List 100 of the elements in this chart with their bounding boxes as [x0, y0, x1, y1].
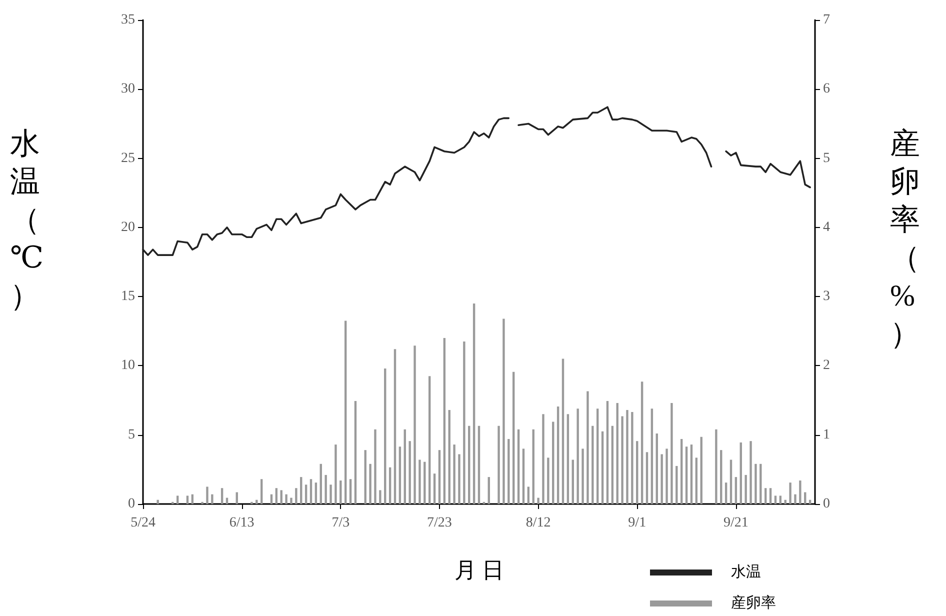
- bar: [408, 441, 411, 504]
- bar: [300, 477, 302, 504]
- bar: [542, 414, 544, 504]
- bar: [547, 458, 550, 504]
- bar: [176, 496, 179, 504]
- x-tick-label: 9/21: [723, 516, 748, 530]
- bar: [764, 488, 767, 504]
- bar: [734, 477, 738, 504]
- bar: [730, 460, 732, 504]
- bar: [394, 349, 396, 504]
- bar: [576, 408, 579, 504]
- bar: [404, 429, 406, 504]
- bar: [760, 464, 762, 504]
- bar: [314, 482, 318, 504]
- bar: [206, 486, 208, 504]
- bar: [340, 480, 342, 504]
- x-tick-label: 7/23: [427, 516, 452, 530]
- bar: [695, 458, 698, 504]
- bar: [428, 376, 431, 504]
- bar: [556, 406, 560, 504]
- x-tick-label: 9/1: [628, 516, 646, 530]
- bar: [236, 492, 238, 504]
- bar: [285, 494, 288, 504]
- legend-label: 産卵率: [731, 594, 776, 612]
- bar: [586, 391, 589, 504]
- bar: [354, 400, 357, 504]
- bar: [369, 464, 372, 504]
- bar: [552, 422, 554, 504]
- y2-tick-label: 2: [823, 358, 830, 374]
- bar: [636, 441, 638, 504]
- bar: [789, 482, 792, 504]
- bar: [433, 474, 436, 504]
- bar: [582, 448, 584, 504]
- bar: [156, 500, 159, 504]
- x-tick-label: 6/13: [229, 516, 254, 530]
- y-tick-label: 20: [121, 220, 135, 235]
- bar: [769, 488, 772, 504]
- x-tick-label: 8/12: [526, 516, 551, 530]
- bar: [621, 416, 624, 504]
- bar: [744, 474, 747, 504]
- bar: [720, 450, 722, 504]
- bar: [508, 439, 510, 504]
- bar: [596, 408, 599, 504]
- bar: [566, 414, 570, 504]
- bar: [295, 488, 298, 504]
- bar: [304, 484, 308, 504]
- y-tick-label: 35: [121, 12, 135, 28]
- y2-tick-label: 7: [823, 12, 830, 28]
- bar: [374, 429, 376, 504]
- bar: [211, 494, 214, 504]
- y2-axis-title: 産卵率（%）: [890, 128, 920, 350]
- bar: [522, 448, 525, 504]
- bar: [700, 436, 702, 504]
- bar: [774, 496, 777, 504]
- bar: [324, 474, 327, 504]
- y2-tick-label: 4: [823, 220, 830, 235]
- bar: [646, 452, 648, 504]
- bar: [572, 460, 574, 504]
- bar: [220, 488, 224, 504]
- bar: [364, 450, 366, 504]
- y2-tick-label: 6: [823, 82, 830, 97]
- bar: [640, 382, 644, 504]
- bar: [754, 464, 757, 504]
- bar: [650, 408, 654, 504]
- bar: [388, 467, 392, 504]
- bar: [601, 431, 604, 504]
- x-axis-title: 月 日: [454, 558, 504, 582]
- bar: [660, 454, 663, 504]
- bar: [676, 466, 678, 504]
- bar: [537, 498, 540, 504]
- bar: [532, 429, 534, 504]
- bar: [310, 479, 312, 504]
- bar: [512, 372, 515, 504]
- y2-tick-label: 1: [823, 427, 830, 442]
- bar: [379, 490, 382, 504]
- y-tick-label: 10: [121, 358, 135, 374]
- bar: [472, 303, 476, 504]
- bar: [448, 410, 450, 504]
- bar: [418, 460, 421, 504]
- bar: [320, 464, 322, 504]
- bar: [334, 444, 337, 504]
- x-tick-label: 5/24: [130, 516, 156, 530]
- bar: [680, 439, 683, 504]
- bar: [186, 496, 189, 504]
- bar: [260, 479, 263, 504]
- bar: [443, 338, 446, 504]
- bar: [779, 496, 782, 504]
- bar: [414, 346, 416, 504]
- bar: [611, 426, 614, 504]
- bar: [616, 403, 618, 504]
- bar: [344, 320, 347, 504]
- bar: [666, 448, 668, 504]
- bar: [517, 429, 520, 504]
- bar: [670, 403, 673, 504]
- bar: [280, 490, 282, 504]
- bar: [349, 479, 352, 504]
- bar: [290, 498, 292, 504]
- bar: [453, 444, 456, 504]
- y-tick-label: 0: [128, 496, 135, 512]
- bar: [424, 462, 426, 504]
